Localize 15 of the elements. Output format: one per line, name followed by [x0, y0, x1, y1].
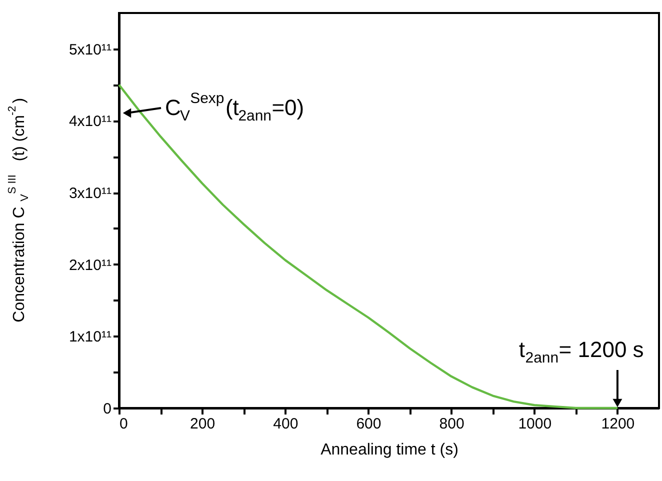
x-tick-label: 200	[190, 416, 216, 432]
x-tick-label: 400	[273, 416, 298, 432]
x-tick-label: 0	[120, 416, 128, 432]
y-tick-label: 5x10¹¹	[68, 41, 112, 58]
y-tick-label: 3x10¹¹	[68, 185, 112, 202]
x-tick-label: 600	[356, 416, 382, 432]
x-tick-label: 1200	[601, 416, 635, 432]
y-tick-label: 4x10¹¹	[68, 113, 112, 130]
y-tick-label: 0	[103, 400, 112, 418]
y-tick-label: 2x10¹¹	[68, 256, 112, 274]
x-tick-label: 800	[439, 416, 464, 432]
x-tick-label: 1000	[518, 416, 552, 432]
y-tick-label: 1x10¹¹	[68, 328, 112, 346]
text: Concentration CVS III(t) (cm-2)	[6, 98, 32, 322]
x-axis-title: Annealing time t (s)	[320, 442, 458, 458]
